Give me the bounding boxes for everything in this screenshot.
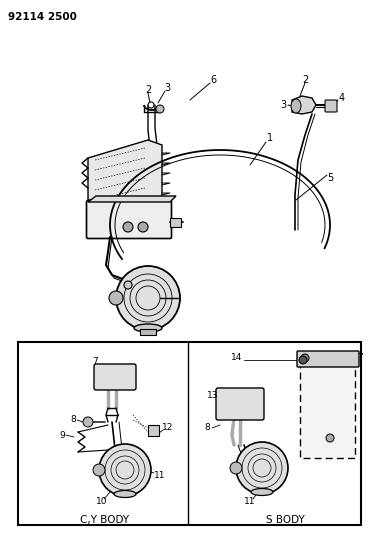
Circle shape bbox=[138, 222, 148, 232]
Text: 11: 11 bbox=[244, 497, 256, 506]
Text: 2: 2 bbox=[302, 75, 308, 85]
Text: 11: 11 bbox=[154, 471, 166, 480]
Polygon shape bbox=[88, 140, 162, 205]
Circle shape bbox=[83, 417, 93, 427]
Polygon shape bbox=[88, 196, 176, 202]
Text: 4: 4 bbox=[339, 93, 345, 103]
Circle shape bbox=[236, 442, 288, 494]
Bar bbox=[300, 358, 355, 458]
Circle shape bbox=[230, 462, 242, 474]
Circle shape bbox=[124, 281, 132, 289]
Circle shape bbox=[123, 222, 133, 232]
Text: 7: 7 bbox=[357, 353, 363, 362]
Text: 5: 5 bbox=[327, 173, 333, 183]
Text: 7: 7 bbox=[92, 358, 98, 367]
Text: 2: 2 bbox=[145, 85, 151, 95]
Text: 10: 10 bbox=[96, 497, 108, 506]
Circle shape bbox=[116, 266, 180, 330]
Ellipse shape bbox=[251, 489, 273, 496]
Ellipse shape bbox=[114, 490, 136, 497]
Text: 3: 3 bbox=[164, 83, 170, 93]
Text: 8: 8 bbox=[70, 416, 76, 424]
FancyBboxPatch shape bbox=[325, 100, 337, 112]
FancyBboxPatch shape bbox=[297, 351, 359, 367]
Text: 14: 14 bbox=[231, 353, 243, 362]
Circle shape bbox=[109, 291, 123, 305]
FancyBboxPatch shape bbox=[94, 364, 136, 390]
Bar bbox=[148, 425, 159, 436]
Ellipse shape bbox=[291, 99, 301, 113]
Text: 12: 12 bbox=[162, 424, 174, 432]
Text: 92114 2500: 92114 2500 bbox=[8, 12, 77, 22]
Bar bbox=[140, 329, 156, 335]
Text: 9: 9 bbox=[59, 431, 65, 440]
FancyBboxPatch shape bbox=[169, 217, 180, 227]
Circle shape bbox=[99, 444, 151, 496]
FancyBboxPatch shape bbox=[216, 388, 264, 420]
FancyBboxPatch shape bbox=[86, 200, 172, 238]
Circle shape bbox=[148, 102, 154, 108]
Text: 1: 1 bbox=[267, 133, 273, 143]
Polygon shape bbox=[292, 96, 316, 114]
Text: S BODY: S BODY bbox=[266, 515, 304, 525]
Bar bbox=[18, 342, 361, 525]
Circle shape bbox=[301, 354, 309, 362]
Circle shape bbox=[93, 464, 105, 476]
Text: 3: 3 bbox=[280, 100, 286, 110]
Text: 8: 8 bbox=[204, 424, 210, 432]
Circle shape bbox=[326, 434, 334, 442]
Text: 13: 13 bbox=[207, 391, 219, 400]
Circle shape bbox=[156, 105, 164, 113]
Ellipse shape bbox=[134, 324, 162, 332]
Circle shape bbox=[299, 356, 307, 364]
Text: 6: 6 bbox=[210, 75, 216, 85]
Text: C,Y BODY: C,Y BODY bbox=[80, 515, 130, 525]
